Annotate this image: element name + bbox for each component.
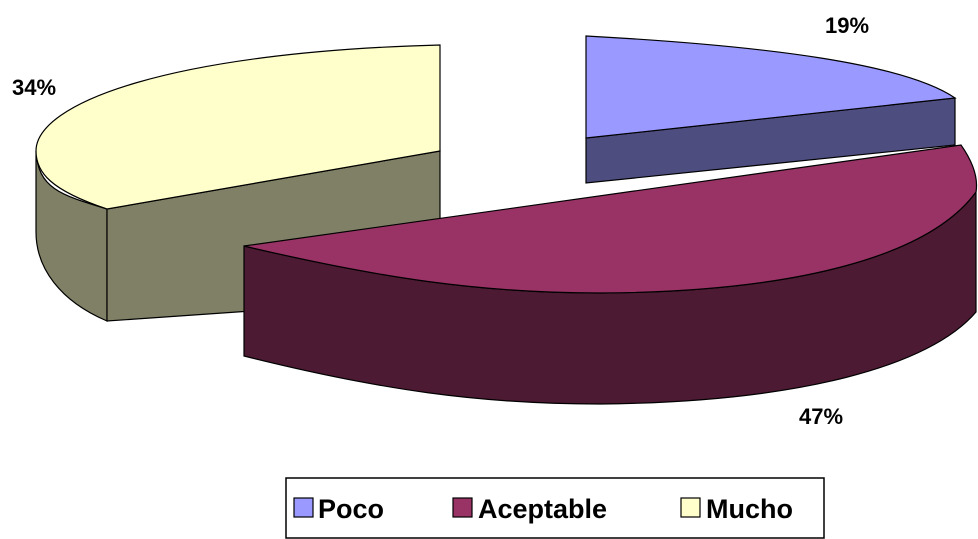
slice-aceptable: [243, 144, 978, 405]
legend-swatch-poco: [293, 497, 314, 518]
slice-mucho-top: [35, 44, 441, 210]
data-label-poco: 19%: [825, 13, 869, 38]
legend-swatch-aceptable: [452, 497, 473, 518]
data-label-aceptable: 47%: [799, 404, 843, 429]
legend-label-poco: Poco: [318, 494, 384, 524]
slice-poco-top: [585, 35, 957, 139]
slice-mucho-side: [35, 150, 108, 322]
legend-box: [285, 477, 825, 539]
legend-label-mucho: Mucho: [706, 494, 793, 524]
legend-label-aceptable: Aceptable: [478, 494, 607, 524]
legend: Poco Aceptable Mucho: [285, 477, 825, 539]
slice-aceptable-top: [243, 144, 978, 294]
legend-swatch-mucho: [680, 497, 701, 518]
data-label-mucho: 34%: [12, 75, 56, 100]
slice-poco: [585, 35, 957, 184]
